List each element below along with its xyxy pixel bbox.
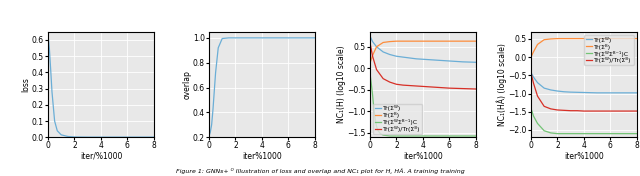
Y-axis label: overlap: overlap — [182, 70, 191, 99]
X-axis label: iter%1000: iter%1000 — [242, 152, 282, 161]
Legend: Tr(Σᵂ), Tr(Σᴮ), Tr(ΣᵂΣᴮ⁻¹)C, Tr(Σᵂ)/Tr(Σᴮ): Tr(Σᵂ), Tr(Σᴮ), Tr(ΣᵂΣᴮ⁻¹)C, Tr(Σᵂ)/Tr(Σ… — [373, 104, 422, 134]
Text: Figure 1: GNNs+ ᴼ Illustration of loss and overlap and NC₁ plot for H, HÂ. A tra: Figure 1: GNNs+ ᴼ Illustration of loss a… — [175, 168, 465, 174]
Y-axis label: NC₁(HÂ) (log10 scale): NC₁(HÂ) (log10 scale) — [497, 43, 507, 126]
Y-axis label: NC₁(H) (log10 scale): NC₁(H) (log10 scale) — [337, 46, 346, 123]
X-axis label: iter%1000: iter%1000 — [403, 152, 443, 161]
Legend: Tr(Σᵂ), Tr(Σᴮ), Tr(ΣᵂΣᴮ⁻¹)C, Tr(Σᵂ)/Tr(Σᴮ): Tr(Σᵂ), Tr(Σᴮ), Tr(ΣᵂΣᴮ⁻¹)C, Tr(Σᵂ)/Tr(Σ… — [584, 35, 634, 65]
X-axis label: iter/%1000: iter/%1000 — [80, 152, 122, 161]
X-axis label: iter%1000: iter%1000 — [564, 152, 604, 161]
Y-axis label: loss: loss — [21, 77, 30, 92]
